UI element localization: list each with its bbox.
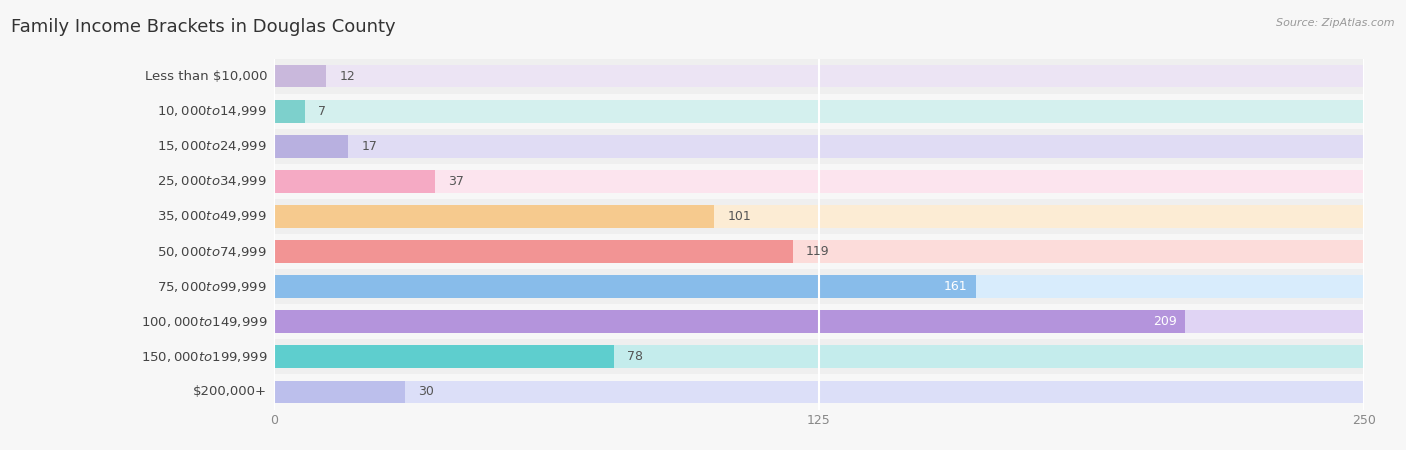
Bar xyxy=(274,275,1364,298)
Bar xyxy=(274,65,326,87)
Bar xyxy=(274,65,1364,87)
Bar xyxy=(274,129,1364,164)
Text: 119: 119 xyxy=(806,245,830,258)
Bar xyxy=(274,205,714,228)
Bar xyxy=(274,240,1364,263)
Bar xyxy=(274,339,1364,374)
Bar xyxy=(274,381,405,403)
Text: 78: 78 xyxy=(627,351,643,363)
Text: $35,000 to $49,999: $35,000 to $49,999 xyxy=(157,209,267,224)
Bar xyxy=(274,170,436,193)
Bar xyxy=(274,164,1364,199)
Text: 7: 7 xyxy=(318,105,326,117)
Text: 12: 12 xyxy=(340,70,356,82)
Text: 161: 161 xyxy=(943,280,967,293)
Bar xyxy=(274,135,349,158)
Bar xyxy=(274,374,1364,410)
Text: Source: ZipAtlas.com: Source: ZipAtlas.com xyxy=(1277,18,1395,28)
Text: 209: 209 xyxy=(1153,315,1177,328)
Text: Family Income Brackets in Douglas County: Family Income Brackets in Douglas County xyxy=(11,18,396,36)
Bar xyxy=(274,304,1364,339)
Bar xyxy=(274,275,976,298)
Text: 30: 30 xyxy=(418,386,434,398)
Bar xyxy=(274,135,1364,158)
Bar xyxy=(274,346,614,368)
Bar xyxy=(274,94,1364,129)
Text: $50,000 to $74,999: $50,000 to $74,999 xyxy=(157,244,267,259)
Bar xyxy=(274,269,1364,304)
Text: $100,000 to $149,999: $100,000 to $149,999 xyxy=(141,315,267,329)
Text: 17: 17 xyxy=(361,140,377,153)
Bar xyxy=(274,100,1364,122)
Bar xyxy=(274,310,1185,333)
Bar xyxy=(274,100,305,122)
Text: $75,000 to $99,999: $75,000 to $99,999 xyxy=(157,279,267,294)
Text: 37: 37 xyxy=(449,175,464,188)
Text: $15,000 to $24,999: $15,000 to $24,999 xyxy=(157,139,267,153)
Bar xyxy=(274,170,1364,193)
Bar xyxy=(274,310,1364,333)
Bar xyxy=(274,381,1364,403)
Text: $150,000 to $199,999: $150,000 to $199,999 xyxy=(141,350,267,364)
Text: 101: 101 xyxy=(727,210,751,223)
Bar xyxy=(274,234,1364,269)
Bar xyxy=(274,199,1364,234)
Text: Less than $10,000: Less than $10,000 xyxy=(145,70,267,82)
Text: $25,000 to $34,999: $25,000 to $34,999 xyxy=(157,174,267,189)
Bar xyxy=(274,240,793,263)
Bar xyxy=(274,346,1364,368)
Bar xyxy=(274,205,1364,228)
Bar xyxy=(274,58,1364,94)
Text: $10,000 to $14,999: $10,000 to $14,999 xyxy=(157,104,267,118)
Text: $200,000+: $200,000+ xyxy=(193,386,267,398)
